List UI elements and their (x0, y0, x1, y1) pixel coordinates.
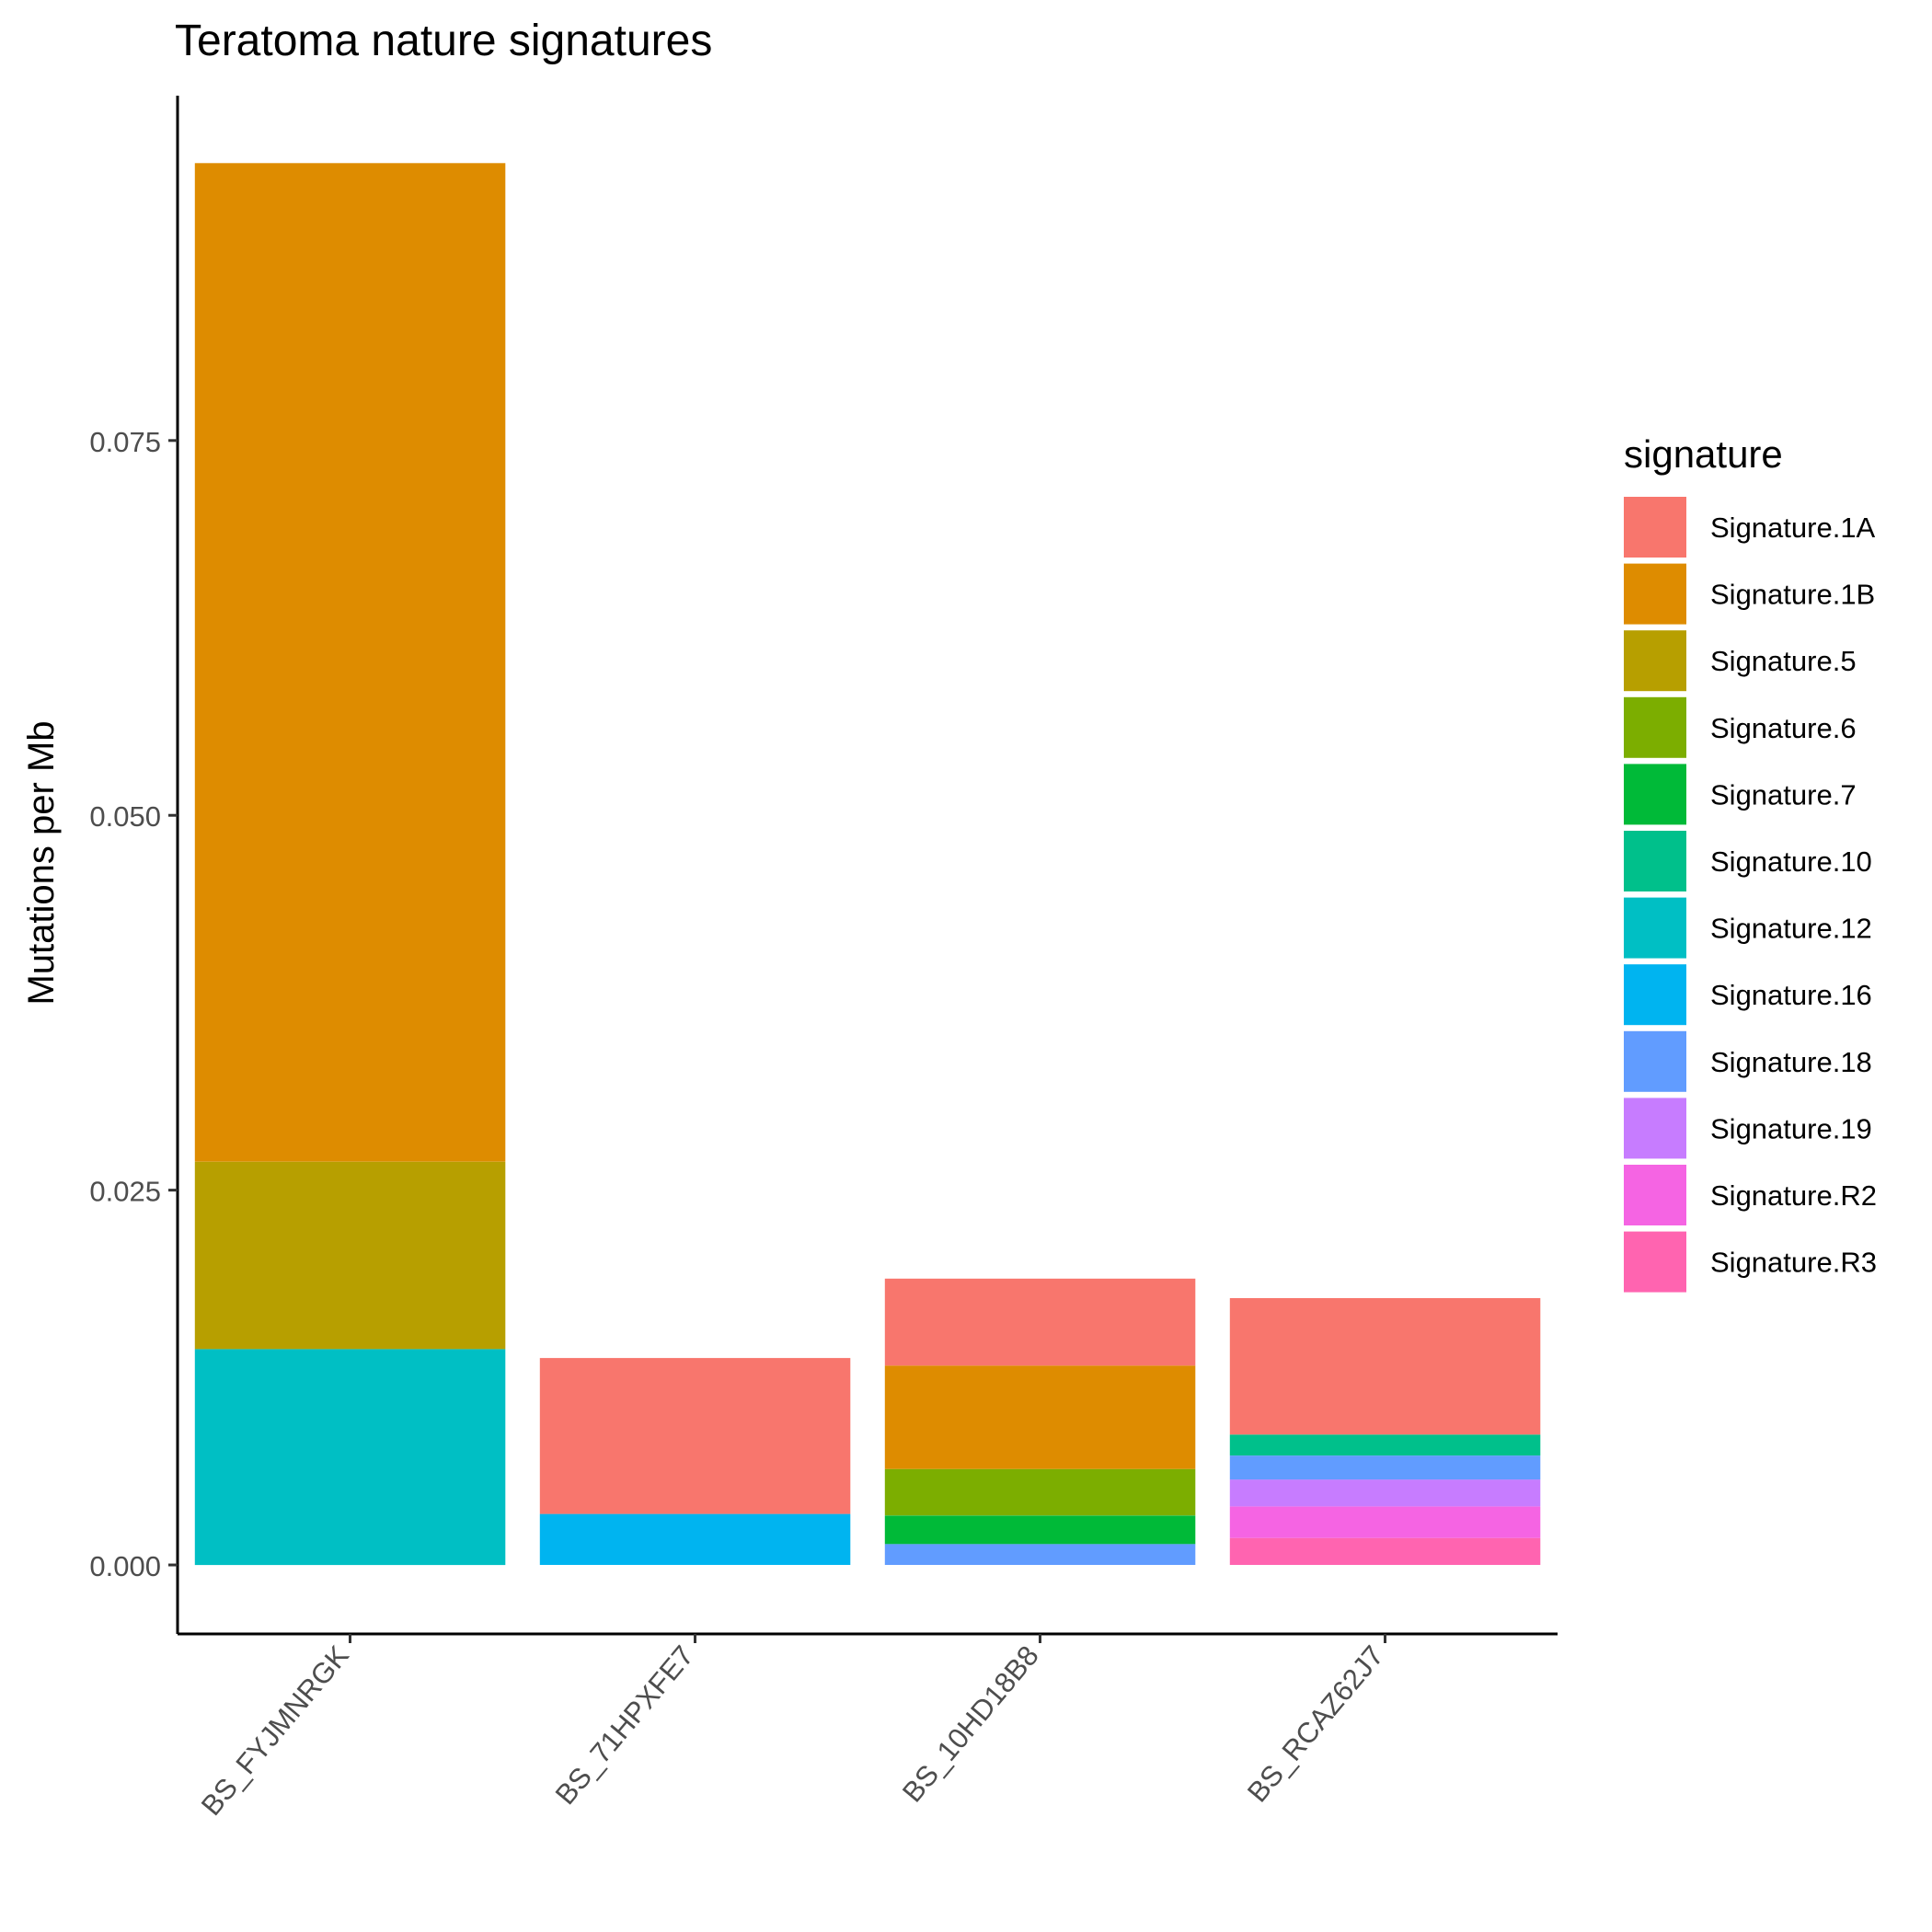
legend-key-signature-1a (1624, 497, 1686, 558)
legend-label: Signature.18 (1710, 1046, 1872, 1078)
bar-segment-signature-1b-bs_10hd18b8 (884, 1365, 1196, 1469)
legend-key-signature-r3 (1624, 1231, 1686, 1293)
y-tick-label: 0.050 (89, 800, 161, 833)
bar-segment-signature-6-bs_10hd18b8 (884, 1468, 1196, 1516)
bar-segment-signature-1a-bs_10hd18b8 (884, 1278, 1196, 1366)
legend-key-signature-10 (1624, 831, 1686, 891)
legend-key-signature-12 (1624, 897, 1686, 959)
legend-key-signature-5 (1624, 630, 1686, 692)
bar-segment-signature-1b-bs_fyjmnrgk (194, 163, 506, 1162)
bar-segment-signature-18-bs_rcaz62j7 (1229, 1455, 1541, 1480)
x-tick-label: BS_FYJMNRGK (195, 1639, 355, 1822)
bar-segment-signature-12-bs_fyjmnrgk (194, 1349, 506, 1566)
legend-key-signature-19 (1624, 1098, 1686, 1159)
bar-segment-signature-10-bs_rcaz62j7 (1229, 1434, 1541, 1456)
bar-segment-signature-16-bs_71hpxfe7 (539, 1513, 851, 1565)
legend-label: Signature.19 (1710, 1112, 1872, 1144)
x-tick-label: BS_10HD18B8 (896, 1639, 1045, 1809)
legend-label: Signature.5 (1710, 645, 1857, 677)
legend-label: Signature.7 (1710, 778, 1857, 811)
legend: Signature.1A Signature.1B Signature.5 Signa… (1624, 497, 1877, 1293)
legend-label: Signature.R2 (1710, 1179, 1877, 1212)
x-tick-label: BS_RCAZ62J7 (1241, 1639, 1390, 1809)
legend-key-signature-18 (1624, 1030, 1686, 1092)
legend-label: Signature.6 (1710, 712, 1857, 744)
bar-segment-signature-18-bs_10hd18b8 (884, 1544, 1196, 1565)
bar-segment-signature-1a-bs_rcaz62j7 (1229, 1298, 1541, 1435)
chart-title: Teratoma nature signatures (175, 17, 712, 65)
y-tick-label: 0.000 (89, 1550, 161, 1582)
bar-segment-signature-r3-bs_rcaz62j7 (1229, 1537, 1541, 1565)
legend-label: Signature.12 (1710, 913, 1872, 945)
legend-key-signature-1b (1624, 563, 1686, 625)
legend-key-signature-16 (1624, 964, 1686, 1026)
bar-segment-signature-19-bs_rcaz62j7 (1229, 1479, 1541, 1507)
legend-label: Signature.10 (1710, 845, 1872, 878)
legend-key-signature-r2 (1624, 1165, 1686, 1225)
bar-segment-signature-r2-bs_rcaz62j7 (1229, 1506, 1541, 1538)
legend-label: Signature.1A (1710, 512, 1876, 544)
legend-label: Signature.1B (1710, 579, 1875, 611)
legend-label: Signature.16 (1710, 979, 1872, 1011)
y-tick-label: 0.075 (89, 426, 161, 458)
bar-segment-signature-5-bs_fyjmnrgk (194, 1161, 506, 1350)
bar-segment-signature-7-bs_10hd18b8 (884, 1515, 1196, 1545)
x-tick-label: BS_71HPXFE7 (549, 1639, 700, 1811)
legend-key-signature-6 (1624, 696, 1686, 758)
legend-key-signature-7 (1624, 764, 1686, 825)
legend-title: signature (1624, 432, 1783, 476)
bars-layer (194, 163, 1541, 1566)
y-tick-label: 0.025 (89, 1176, 161, 1208)
bar-segment-signature-1a-bs_71hpxfe7 (539, 1358, 851, 1514)
legend-label: Signature.R3 (1710, 1247, 1877, 1279)
y-axis-label: Mutations per Mb (21, 720, 62, 1005)
